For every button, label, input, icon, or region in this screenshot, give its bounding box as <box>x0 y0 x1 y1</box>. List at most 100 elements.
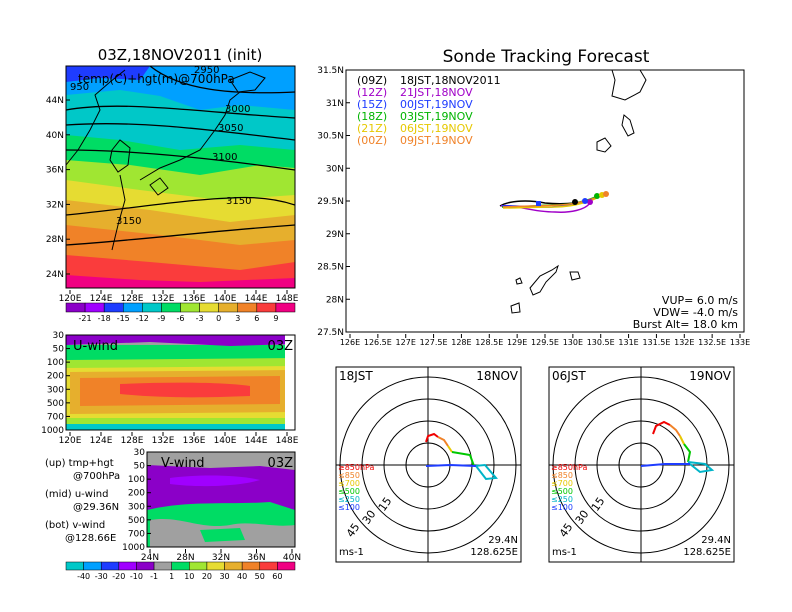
colorbar-swatch <box>180 302 200 313</box>
legend-code: (09Z) <box>357 74 387 87</box>
vwind-field <box>147 452 295 547</box>
colorbar-label: 9 <box>273 314 278 323</box>
trajectory-endpoint <box>603 191 609 197</box>
colorbar-swatch <box>84 302 105 313</box>
hodo-lat: 29.4N <box>701 535 731 546</box>
track-lon-label: 126E <box>340 338 360 347</box>
colorbar-label: -15 <box>117 314 130 323</box>
contour-label: 3100 <box>212 152 237 163</box>
colorbar-swatch <box>171 561 190 571</box>
track-lon-label: 131.5E <box>642 338 670 347</box>
uwind-lon-label: 124E <box>90 436 113 446</box>
hodo-legend-item: ≤700 <box>551 479 573 488</box>
map-lon-label: 120E <box>59 294 82 304</box>
hodograph-left: 15 30 45 18JST 18NOV 29.4N 128.625E ms-1… <box>335 366 522 563</box>
note-line: (bot) v-wind <box>45 520 105 531</box>
legend-text: 09JST,19NOV <box>400 134 473 147</box>
colorbar-swatch <box>83 561 102 571</box>
map-title: 03Z,18NOV2011 (init) <box>98 46 263 64</box>
track-lon-label: 130E <box>563 338 583 347</box>
uwind-title: U-wind <box>73 339 118 354</box>
uwind-lon-label: 140E <box>214 436 237 446</box>
colorbar-swatch <box>65 561 84 571</box>
vwind-lat-label: 28N <box>176 553 194 563</box>
hodo-lon: 128.625E <box>683 547 731 558</box>
vwind-time: 03Z <box>268 456 294 471</box>
map-lat-label: 44N <box>46 96 64 106</box>
uwind-field <box>66 335 295 430</box>
colorbar-swatch <box>189 561 208 571</box>
colorbar-label: -30 <box>95 572 108 581</box>
hodo-unit: ms-1 <box>552 547 577 558</box>
vwind-p-label: 1000 <box>122 543 145 553</box>
vwind-lat-label: 24N <box>141 553 159 563</box>
map-lat-label: 36N <box>46 166 64 176</box>
colorbar-swatch <box>123 302 143 313</box>
track-lon-label: 133E <box>730 338 750 347</box>
vup-label: VUP= 6.0 m/s <box>662 294 738 307</box>
hodo-legend-item: ≤100 <box>338 503 360 512</box>
vwind-pressure-ticks: 30 50 100 200 300 500 700 1000 <box>122 448 151 553</box>
colorbar-label: 3 <box>235 314 240 323</box>
colorbar-swatch <box>153 561 172 571</box>
temperature-field <box>66 66 295 288</box>
colorbar-label: -9 <box>157 314 165 323</box>
colorbar-label: -21 <box>79 314 92 323</box>
colorbar-label: 6 <box>254 314 259 323</box>
colorbar-swatch <box>241 561 261 571</box>
track-lon-label: 127E <box>396 338 416 347</box>
uwind-p-label: 30 <box>53 331 65 341</box>
colorbar-swatch <box>142 302 162 313</box>
colorbar-swatch <box>218 302 239 313</box>
track-lat-label: 29N <box>326 230 344 240</box>
hodograph-right: 15 30 45 06JST 19NOV 29.4N 128.625E ms-1… <box>548 366 735 563</box>
uwind-lon-label: 120E <box>59 436 82 446</box>
track-lon-label: 131E <box>618 338 638 347</box>
colorbar-swatch <box>65 302 86 313</box>
coastline <box>515 277 523 285</box>
map-lon-label: 124E <box>90 294 113 304</box>
colorbar-swatch <box>199 302 219 313</box>
note-line: @29.36N <box>73 502 119 513</box>
colorbar-label: 1 <box>169 572 174 581</box>
map-lon-label: 144E <box>245 294 268 304</box>
hodo-lon: 128.625E <box>470 547 518 558</box>
colorbar-swatch <box>161 302 181 313</box>
map-lon-label: 136E <box>183 294 206 304</box>
vwind-p-label: 500 <box>128 516 145 526</box>
coastline <box>611 69 647 101</box>
legend-code: (12Z) <box>357 86 387 99</box>
hodo-legend-item: ≤850 <box>551 471 573 480</box>
trajectory-endpoint <box>594 193 600 199</box>
uwind-p-label: 1000 <box>41 426 64 436</box>
contour-label: 950 <box>70 82 89 93</box>
track-lat-label: 30.5N <box>317 132 344 142</box>
uwind-pressure-ticks: 30 50 100 200 300 500 700 1000 <box>41 331 70 436</box>
uwind-p-label: 300 <box>47 385 64 395</box>
hodo-legend: ≥850hPa≤850≤700≤500≤250≤100 <box>551 463 588 512</box>
track-lon-label: 127.5E <box>420 338 448 347</box>
uwind-lon-label: 144E <box>245 436 268 446</box>
track-lon-label: 130.5E <box>587 338 615 347</box>
track-lat-label: 29.5N <box>317 197 344 207</box>
colorbar-swatch <box>256 302 277 313</box>
track-lon-label: 129E <box>507 338 527 347</box>
coastline <box>596 137 612 153</box>
launch-marker <box>536 201 541 206</box>
colorbar-swatch <box>136 561 155 571</box>
map-lon-label: 132E <box>152 294 175 304</box>
hodo-legend-item: ≤500 <box>551 487 573 496</box>
track-lat-label: 27.5N <box>317 328 344 338</box>
hodo-legend-item: ≥850hPa <box>338 463 375 472</box>
colorbar-swatch <box>277 561 296 571</box>
coastline <box>569 271 581 281</box>
vwind-p-label: 50 <box>134 462 146 472</box>
hodo-time: 18JST <box>339 369 373 383</box>
colorbar-label: -12 <box>136 314 149 323</box>
uwind-p-label: 500 <box>47 399 64 409</box>
colorbar-label: -10 <box>130 572 143 581</box>
map-lat-label: 40N <box>46 131 64 141</box>
legend-code: (15Z) <box>357 98 387 111</box>
coastline <box>529 264 559 296</box>
contour-label: 3150 <box>116 216 141 227</box>
